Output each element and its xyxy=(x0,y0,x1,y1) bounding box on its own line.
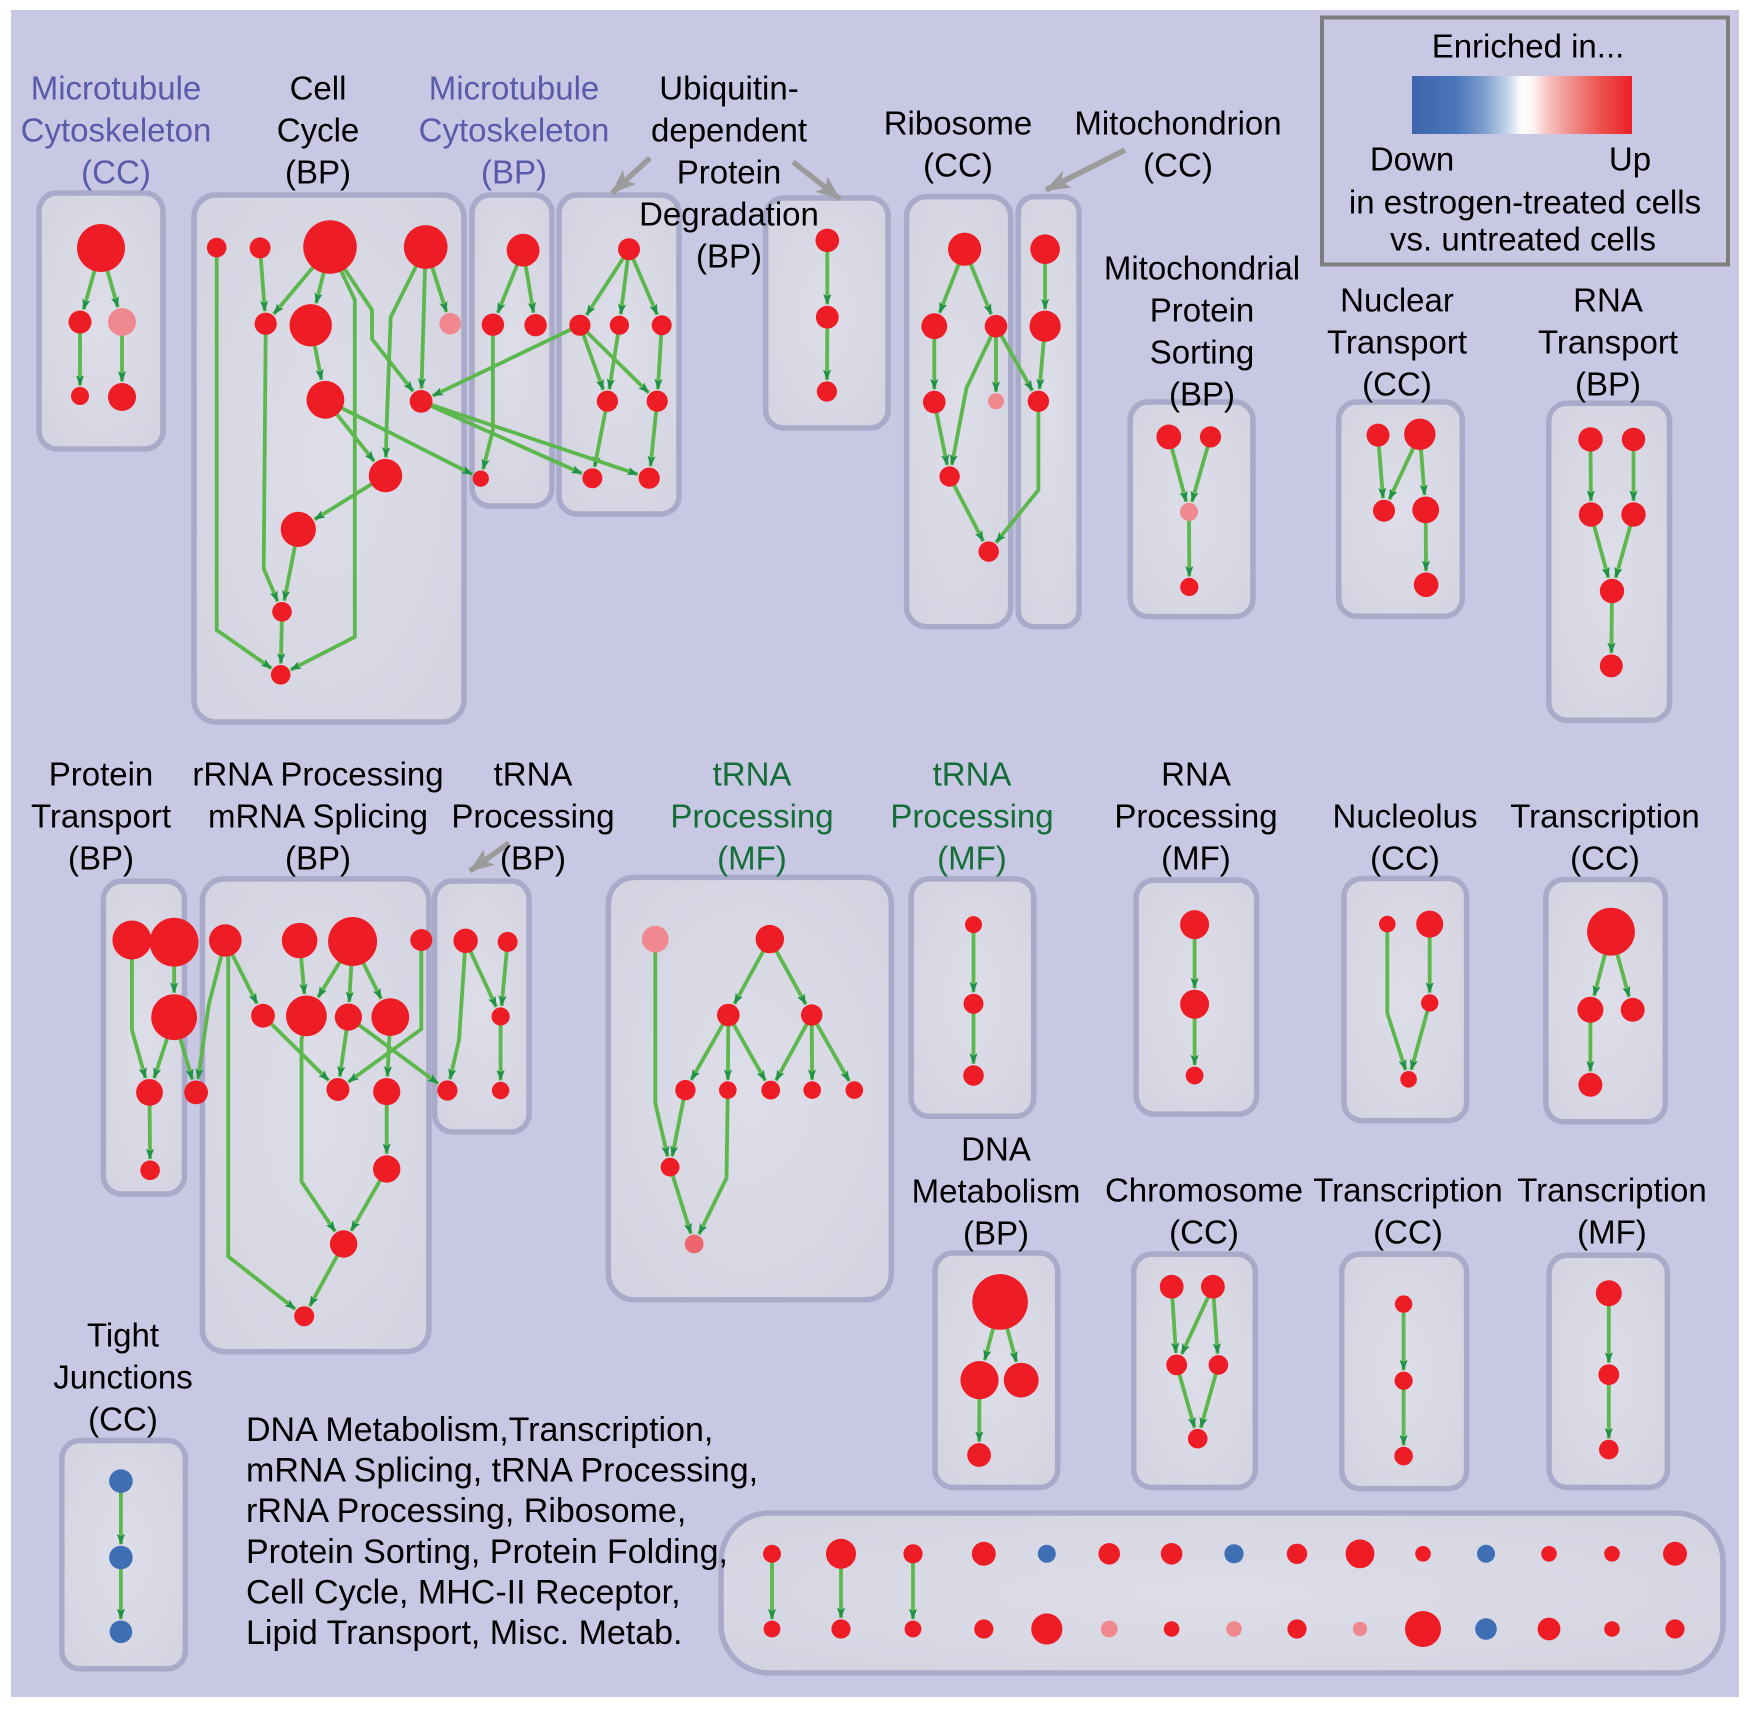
svg-text:DNA Metabolism,Transcription,: DNA Metabolism,Transcription, xyxy=(246,1411,713,1449)
svg-text:Ubiquitin-: Ubiquitin- xyxy=(659,70,798,107)
svg-text:(CC): (CC) xyxy=(1362,366,1432,403)
svg-text:Chromosome: Chromosome xyxy=(1105,1172,1303,1209)
svg-text:tRNA: tRNA xyxy=(494,756,573,793)
svg-text:Mitochondrial: Mitochondrial xyxy=(1104,250,1300,287)
svg-text:tRNA: tRNA xyxy=(713,756,792,793)
svg-text:(BP): (BP) xyxy=(963,1215,1029,1252)
svg-text:(CC): (CC) xyxy=(81,154,151,191)
svg-text:Processing: Processing xyxy=(890,798,1053,835)
svg-text:(MF): (MF) xyxy=(1161,840,1231,877)
svg-text:Processing: Processing xyxy=(451,798,614,835)
svg-text:Degradation: Degradation xyxy=(639,196,819,233)
svg-text:Protein: Protein xyxy=(677,154,782,191)
svg-text:Cytoskeleton: Cytoskeleton xyxy=(419,112,610,149)
svg-text:Microtubule: Microtubule xyxy=(429,70,600,107)
svg-text:DNA: DNA xyxy=(961,1131,1031,1168)
svg-text:tRNA: tRNA xyxy=(933,756,1012,793)
svg-text:rRNA Processing, Ribosome,: rRNA Processing, Ribosome, xyxy=(246,1492,686,1530)
svg-text:(MF): (MF) xyxy=(1577,1214,1647,1251)
svg-text:(CC): (CC) xyxy=(1370,840,1440,877)
svg-text:RNA: RNA xyxy=(1573,282,1643,319)
svg-text:Protein: Protein xyxy=(1150,292,1255,329)
svg-text:Transcription: Transcription xyxy=(1313,1172,1503,1209)
svg-text:Transcription: Transcription xyxy=(1510,798,1700,835)
svg-text:RNA: RNA xyxy=(1161,756,1231,793)
svg-text:(BP): (BP) xyxy=(500,840,566,877)
svg-text:(MF): (MF) xyxy=(937,840,1007,877)
svg-text:Microtubule: Microtubule xyxy=(31,70,202,107)
svg-text:Protein Sorting, Protein Foldi: Protein Sorting, Protein Folding, xyxy=(246,1533,728,1571)
svg-text:Cell Cycle, MHC-II Receptor,: Cell Cycle, MHC-II Receptor, xyxy=(246,1573,681,1611)
svg-text:Up: Up xyxy=(1609,141,1651,178)
svg-text:(CC): (CC) xyxy=(1143,147,1213,184)
svg-text:Cell: Cell xyxy=(290,70,347,107)
svg-text:(BP): (BP) xyxy=(68,840,134,877)
svg-text:mRNA Splicing, tRNA Processing: mRNA Splicing, tRNA Processing, xyxy=(246,1452,758,1490)
svg-text:(BP): (BP) xyxy=(481,154,547,191)
svg-text:Sorting: Sorting xyxy=(1150,334,1255,371)
svg-text:Mitochondrion: Mitochondrion xyxy=(1074,105,1281,142)
svg-text:(BP): (BP) xyxy=(285,840,351,877)
svg-text:mRNA Splicing: mRNA Splicing xyxy=(208,798,428,835)
svg-text:(MF): (MF) xyxy=(717,840,787,877)
svg-text:Processing: Processing xyxy=(1114,798,1277,835)
svg-text:vs. untreated cells: vs. untreated cells xyxy=(1390,221,1656,258)
svg-text:Protein: Protein xyxy=(49,756,154,793)
svg-text:(CC): (CC) xyxy=(923,147,993,184)
svg-text:Lipid Transport, Misc. Metab.: Lipid Transport, Misc. Metab. xyxy=(246,1614,683,1652)
svg-text:Cycle: Cycle xyxy=(277,112,360,149)
svg-text:rRNA Processing: rRNA Processing xyxy=(192,756,443,793)
svg-text:(BP): (BP) xyxy=(1169,376,1235,413)
svg-text:Metabolism: Metabolism xyxy=(912,1173,1081,1210)
svg-text:Down: Down xyxy=(1370,141,1454,178)
svg-text:(CC): (CC) xyxy=(88,1401,158,1438)
svg-text:Cytoskeleton: Cytoskeleton xyxy=(21,112,212,149)
svg-text:(CC): (CC) xyxy=(1570,840,1640,877)
svg-text:Tight: Tight xyxy=(87,1317,159,1354)
svg-text:Processing: Processing xyxy=(670,798,833,835)
svg-text:Enriched in...: Enriched in... xyxy=(1432,28,1625,65)
svg-text:Transport: Transport xyxy=(1327,324,1467,361)
svg-text:(BP): (BP) xyxy=(696,238,762,275)
svg-text:Nucleolus: Nucleolus xyxy=(1333,798,1478,835)
svg-text:Ribosome: Ribosome xyxy=(884,105,1033,142)
svg-text:dependent: dependent xyxy=(651,112,807,149)
svg-text:(BP): (BP) xyxy=(285,154,351,191)
svg-text:(CC): (CC) xyxy=(1169,1214,1239,1251)
svg-text:in estrogen-treated cells: in estrogen-treated cells xyxy=(1349,184,1701,221)
svg-text:Transcription: Transcription xyxy=(1517,1172,1707,1209)
svg-text:(BP): (BP) xyxy=(1575,366,1641,403)
svg-text:Nuclear: Nuclear xyxy=(1340,282,1454,319)
svg-text:Junctions: Junctions xyxy=(53,1359,192,1396)
svg-text:Transport: Transport xyxy=(31,798,171,835)
svg-text:Transport: Transport xyxy=(1538,324,1678,361)
svg-text:(CC): (CC) xyxy=(1373,1214,1443,1251)
